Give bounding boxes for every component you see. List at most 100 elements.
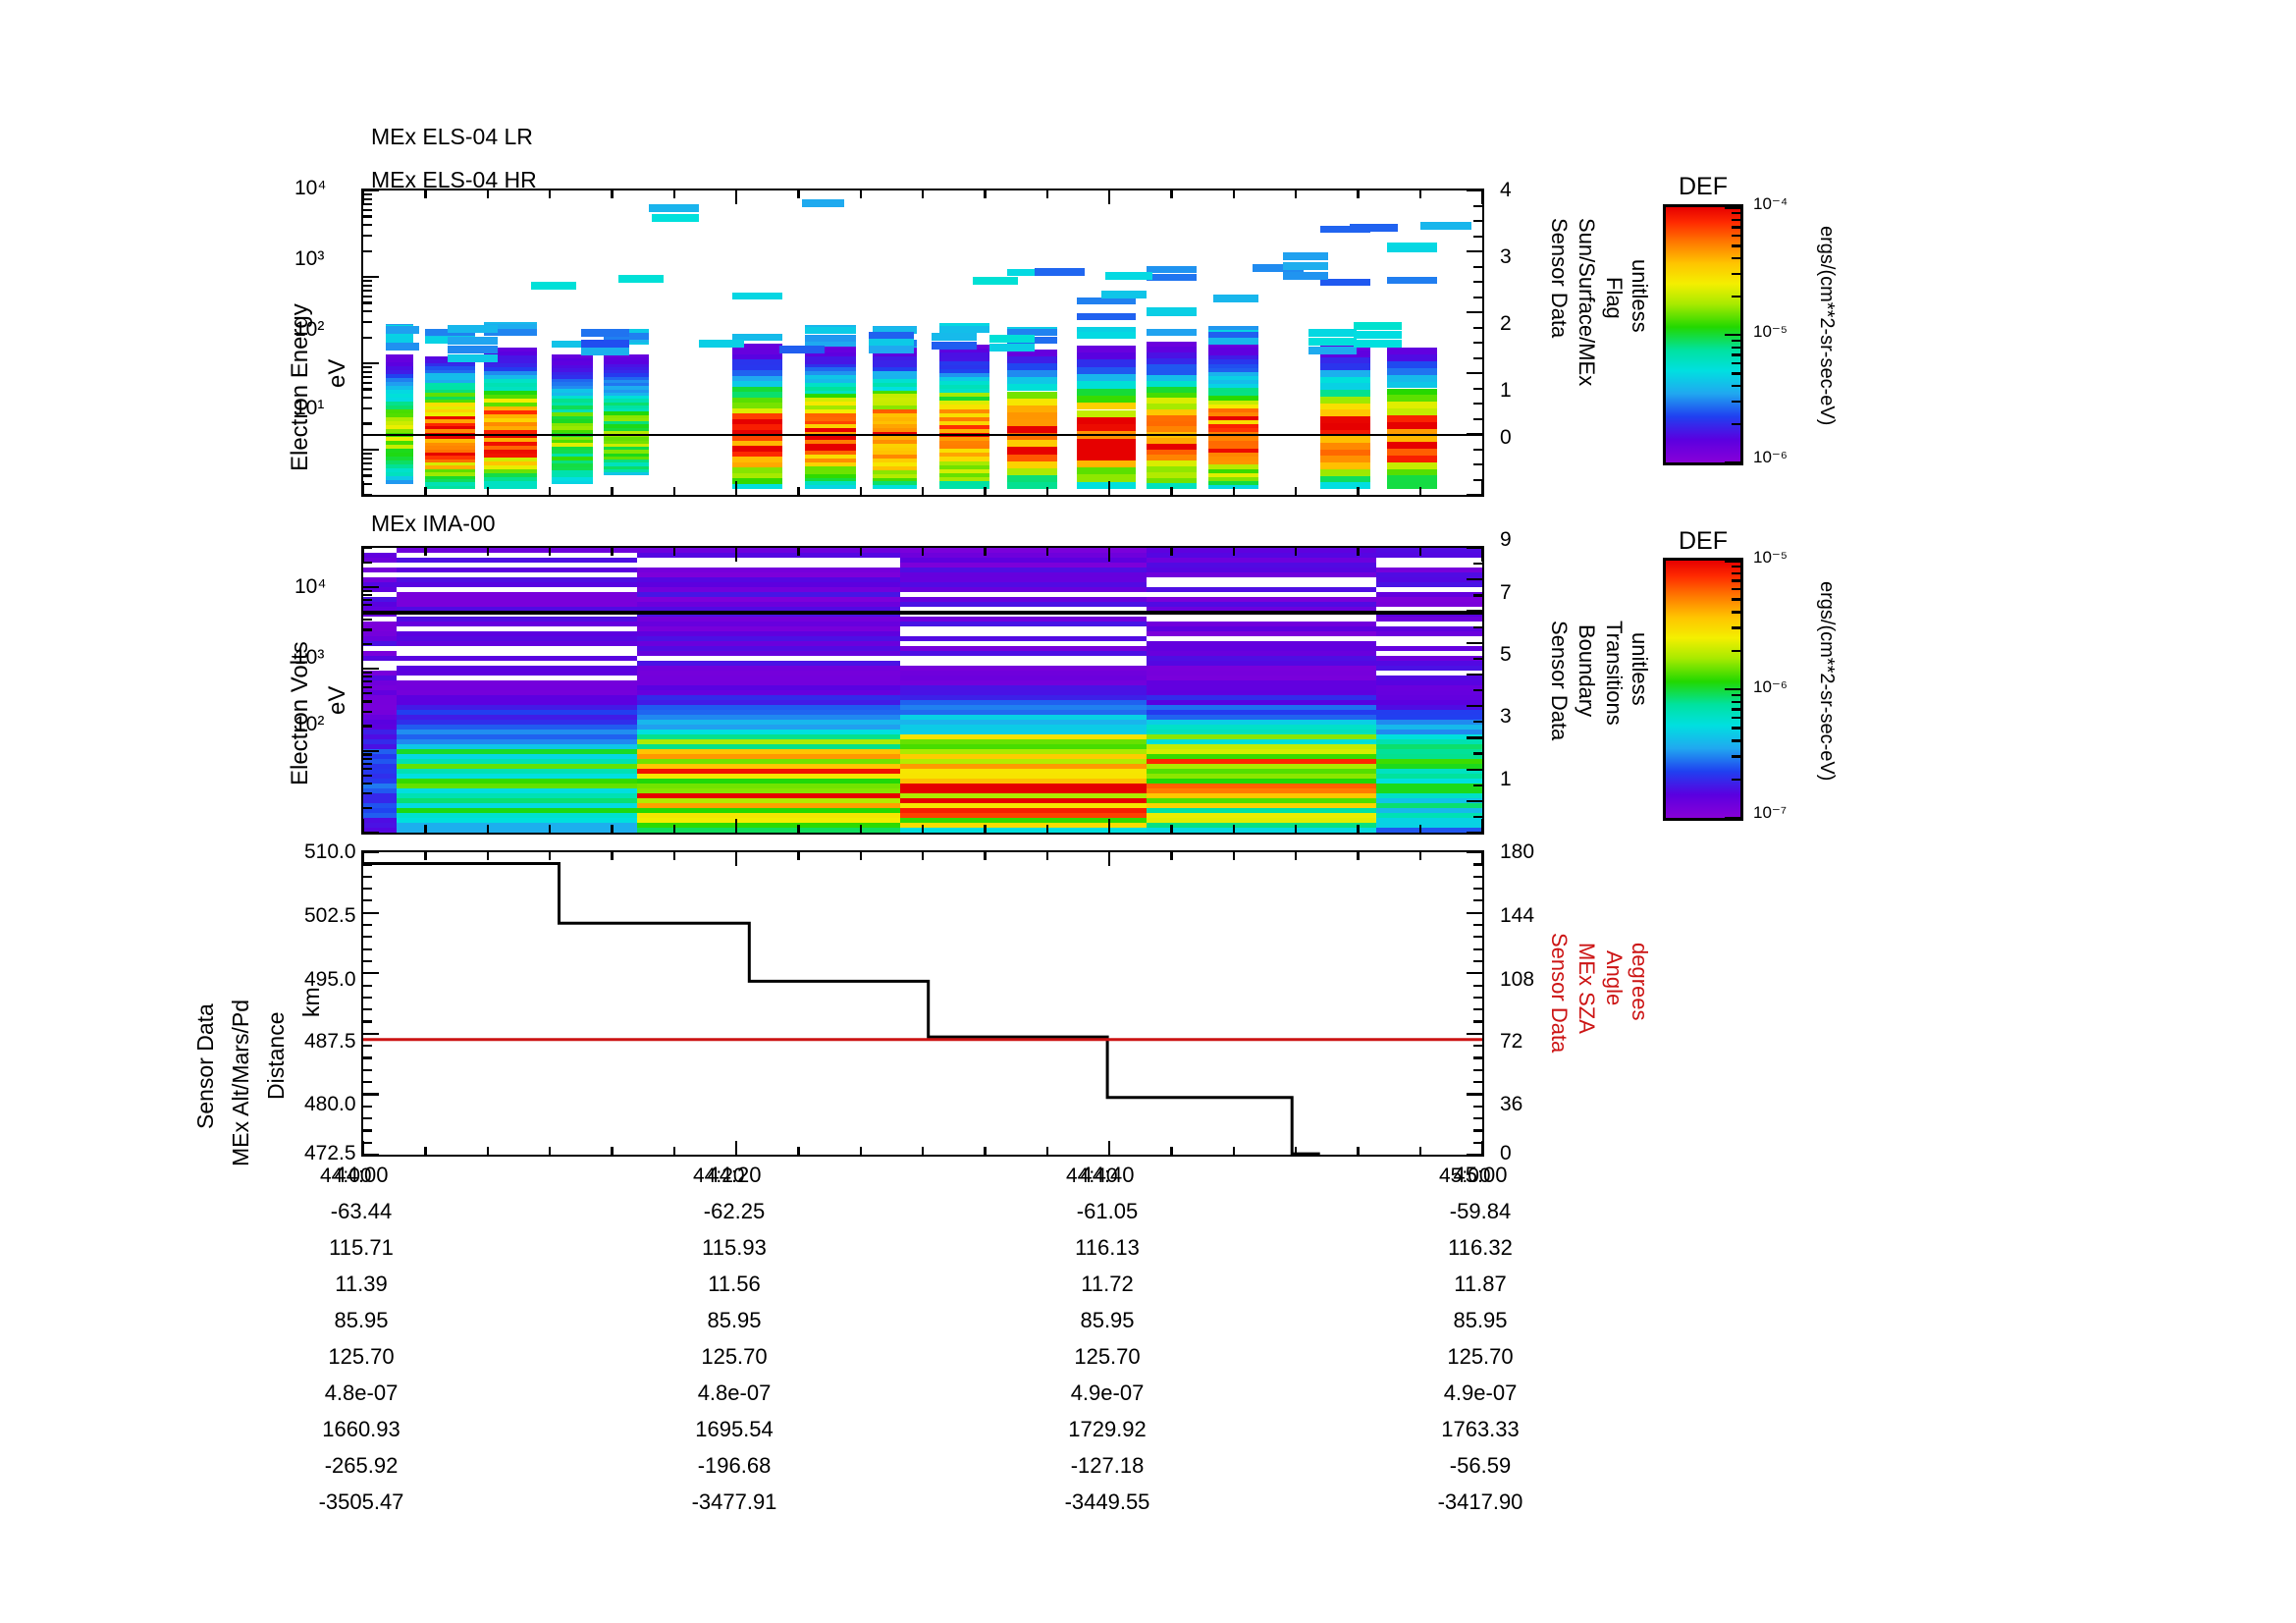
ephemeris-cell: 85.95 bbox=[334, 1308, 389, 1332]
spectrogram-column bbox=[551, 190, 593, 495]
panel3-rtick-36: 36 bbox=[1500, 1093, 1523, 1115]
ephemeris-cell: 1729.92 bbox=[1068, 1417, 1147, 1441]
colorbar2-title: DEF bbox=[1679, 527, 1728, 555]
panel1-right-label-l1: Sensor Data bbox=[1547, 218, 1572, 339]
ephemeris-cell: 44:00 bbox=[334, 1163, 389, 1187]
ephemeris-cell: 125.70 bbox=[701, 1344, 768, 1369]
ephemeris-cell: 115.71 bbox=[329, 1235, 394, 1260]
panel1-rtick-0: 0 bbox=[1500, 426, 1512, 449]
colorbar2-top-label: 10⁻⁵ bbox=[1753, 548, 1788, 567]
panel2-ytick-3: 10³ bbox=[294, 646, 325, 669]
ephemeris-cell: 4.8e-07 bbox=[324, 1380, 399, 1405]
panel3-ylabel-l2: MEx Alt/Mars/Pd bbox=[228, 1000, 253, 1166]
ephemeris-cell: 1695.54 bbox=[695, 1417, 774, 1441]
panel1-right-label-l3: Flag bbox=[1602, 277, 1627, 319]
panel1-rtick-2: 2 bbox=[1500, 312, 1512, 335]
ephemeris-cell: 4.9e-07 bbox=[1443, 1380, 1518, 1405]
colorbar1-title: DEF bbox=[1679, 173, 1728, 200]
panel1-ytick-3: 10³ bbox=[294, 247, 325, 270]
altitude-trace bbox=[363, 862, 1320, 1155]
panel1-ylabel-line2: eV bbox=[324, 358, 350, 388]
panel3-rtick-144: 144 bbox=[1500, 904, 1535, 927]
xaxis-tick-0: 44:00 bbox=[320, 1164, 372, 1187]
ephemeris-cell: 11.39 bbox=[335, 1271, 388, 1296]
ephemeris-cell: 85.95 bbox=[1453, 1308, 1508, 1332]
panel1-ytick-1: 10¹ bbox=[294, 397, 325, 419]
colorbar1-mid-label: 10⁻⁵ bbox=[1753, 322, 1788, 341]
ephemeris-cell: -196.68 bbox=[697, 1453, 772, 1478]
spectrogram-column bbox=[1387, 190, 1438, 495]
panel1-rtick-1: 1 bbox=[1500, 379, 1512, 402]
panel2-right-label-l2: Boundary bbox=[1575, 624, 1599, 718]
spectrogram-column bbox=[1077, 190, 1136, 495]
ephemeris-cell: -61.05 bbox=[1076, 1199, 1139, 1223]
panel3-right-label-l2: MEx SZA bbox=[1575, 943, 1599, 1034]
colorbar1-unit-text: ergs/(cm**2-sr-sec-eV) bbox=[1816, 226, 1838, 426]
panel1-title-hr: MEx ELS-04 HR bbox=[371, 167, 537, 192]
panel3-ytick-472: 472.5 bbox=[304, 1142, 356, 1164]
panel2-plot-area[interactable] bbox=[361, 546, 1484, 835]
panel3-ytick-510: 510.0 bbox=[304, 840, 356, 863]
spectrogram-column bbox=[1319, 190, 1370, 495]
xaxis-tick-2: 44:40 bbox=[1066, 1164, 1118, 1187]
spectrogram-column bbox=[1147, 190, 1198, 495]
ephemeris-cell: -56.59 bbox=[1449, 1453, 1512, 1478]
panel1-title-lr: MEx ELS-04 LR bbox=[371, 124, 533, 149]
colorbar2-mid-label: 10⁻⁶ bbox=[1753, 677, 1788, 696]
ephemeris-cell: 125.70 bbox=[1074, 1344, 1141, 1369]
ephemeris-cell: 115.93 bbox=[702, 1235, 767, 1260]
ephemeris-cell: 11.87 bbox=[1454, 1271, 1507, 1296]
ephemeris-cell: 4.9e-07 bbox=[1070, 1380, 1145, 1405]
panel3-rtick-180: 180 bbox=[1500, 840, 1535, 863]
colorbar1-top-label: 10⁻⁴ bbox=[1753, 194, 1789, 213]
spectrogram-column bbox=[1147, 548, 1376, 833]
panel2-rtick-3: 3 bbox=[1500, 705, 1512, 728]
panel1-plot-area[interactable] bbox=[361, 189, 1484, 497]
panel3-rtick-108: 108 bbox=[1500, 968, 1535, 991]
ephemeris-cell: -3505.47 bbox=[318, 1489, 404, 1514]
spectrogram-column bbox=[385, 190, 414, 495]
panel2-right-label-l4: unitless bbox=[1628, 632, 1652, 706]
panel2-ylabel-l2: eV bbox=[324, 685, 350, 715]
panel3-ylabel-l3: Distance bbox=[263, 1011, 289, 1100]
spectrogram-column bbox=[397, 548, 638, 833]
ephemeris-cell: -63.44 bbox=[330, 1199, 393, 1223]
spectrogram-column bbox=[900, 548, 1147, 833]
panel2-right-label-l3: Transitions bbox=[1602, 621, 1627, 726]
panel3-right-label-l1: Sensor Data bbox=[1547, 933, 1572, 1054]
spectrogram-column bbox=[363, 548, 398, 833]
panel3-plot-area[interactable] bbox=[361, 850, 1484, 1157]
panel2-title: MEx IMA-00 bbox=[371, 511, 496, 536]
spectrogram-column bbox=[805, 190, 856, 495]
xaxis-tick-3: 45:00 bbox=[1439, 1164, 1491, 1187]
ephemeris-cell: -3417.90 bbox=[1437, 1489, 1523, 1514]
ephemeris-cell: -265.92 bbox=[324, 1453, 399, 1478]
colorbar1 bbox=[1663, 204, 1743, 465]
panel3-ytick-487: 487.5 bbox=[304, 1030, 356, 1053]
panel1-right-label-l4: unitless bbox=[1628, 259, 1652, 333]
panel2-rtick-9: 9 bbox=[1500, 528, 1512, 551]
xaxis-tick-1: 44:20 bbox=[693, 1164, 745, 1187]
ephemeris-cell: 85.95 bbox=[707, 1308, 762, 1332]
ephemeris-cell: -62.25 bbox=[703, 1199, 766, 1223]
colorbar2-bottom-label: 10⁻⁷ bbox=[1753, 803, 1788, 822]
ephemeris-cell: 1660.93 bbox=[322, 1417, 400, 1441]
ephemeris-cell: 45:00 bbox=[1453, 1163, 1508, 1187]
panel2-right-label-l1: Sensor Data bbox=[1547, 621, 1572, 741]
ephemeris-cell: 11.72 bbox=[1081, 1271, 1134, 1296]
ephemeris-cell: 44:20 bbox=[707, 1163, 762, 1187]
spectrogram-column bbox=[1207, 190, 1258, 495]
panel1-right-label-l2: Sun/Surface/MEx bbox=[1575, 218, 1599, 387]
spectrogram-column bbox=[484, 190, 537, 495]
colorbar2-unit-text: ergs/(cm**2-sr-sec-eV) bbox=[1816, 581, 1838, 782]
spectrogram-column bbox=[732, 190, 783, 495]
ephemeris-cell: 11.56 bbox=[708, 1271, 761, 1296]
ephemeris-cell: 44:40 bbox=[1080, 1163, 1135, 1187]
panel3-ylabel-l1: Sensor Data bbox=[192, 1003, 218, 1129]
panel3-traces bbox=[363, 862, 1482, 1155]
panel3-ytick-495: 495.0 bbox=[304, 968, 356, 991]
panel3-rtick-0: 0 bbox=[1500, 1142, 1512, 1164]
ephemeris-cell: 125.70 bbox=[328, 1344, 395, 1369]
spectrogram-column bbox=[1006, 190, 1057, 495]
